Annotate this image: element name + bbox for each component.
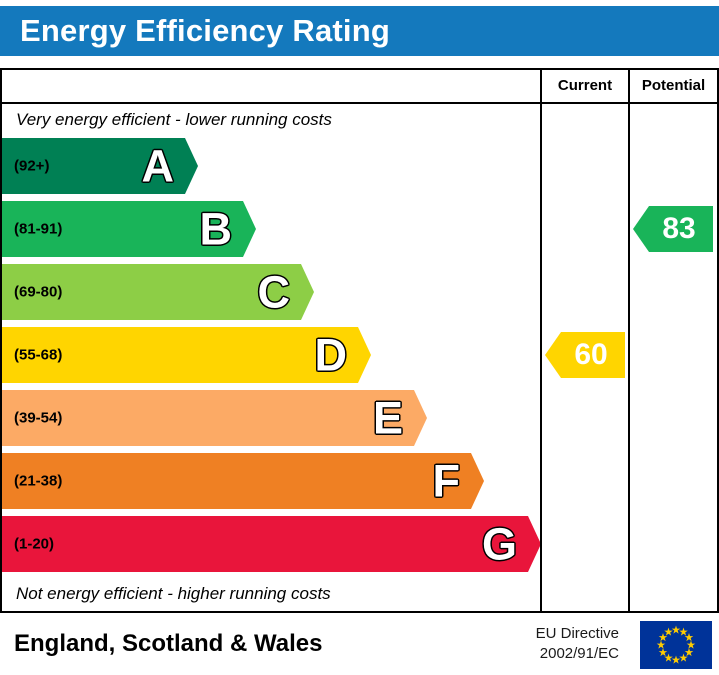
band-letter: E — [372, 392, 403, 444]
band-range-label: (39-54) — [14, 409, 63, 427]
band-row-e: (39-54) E — [2, 390, 541, 453]
band-letter: F — [432, 455, 460, 507]
band-bar-a: (92+) A — [2, 138, 198, 194]
band-row-c: (69-80) C — [2, 264, 541, 327]
column-divider — [628, 70, 630, 611]
potential-rating-arrow: 83 — [633, 206, 713, 252]
band-row-b: (81-91) B — [2, 201, 541, 264]
title-banner: Energy Efficiency Rating — [0, 6, 719, 56]
chart-header-row: Current Potential — [2, 70, 717, 104]
eu-directive-line1: EU Directive — [535, 624, 619, 642]
band-bar-f: (21-38) F — [2, 453, 484, 509]
region-label: England, Scotland & Wales — [14, 630, 323, 657]
band-row-a: (92+) A — [2, 138, 541, 201]
band-range-label: (55-68) — [14, 346, 63, 364]
footer: England, Scotland & Wales EU Directive 2… — [0, 613, 719, 675]
current-rating-value: 60 — [574, 338, 608, 371]
potential-rating-value: 83 — [662, 212, 696, 245]
band-letter: D — [314, 329, 347, 381]
band-letter: C — [257, 266, 290, 318]
band-bar-b: (81-91) B — [2, 201, 256, 257]
band-row-d: (55-68) D — [2, 327, 541, 390]
band-bar-e: (39-54) E — [2, 390, 427, 446]
energy-rating-chart: Current Potential Very energy efficient … — [0, 68, 719, 613]
band-range-label: (81-91) — [14, 220, 63, 238]
band-bar-c: (69-80) C — [2, 264, 314, 320]
band-range-label: (21-38) — [14, 472, 63, 490]
potential-column-header: Potential — [641, 77, 706, 94]
page-title: Energy Efficiency Rating — [20, 13, 391, 48]
band-bar-d: (55-68) D — [2, 327, 371, 383]
eu-flag-icon — [640, 621, 712, 669]
eu-directive-line2: 2002/91/EC — [539, 645, 619, 662]
band-row-g: (1-20) G — [2, 516, 541, 579]
band-row-f: (21-38) F — [2, 453, 541, 516]
top-note: Very energy efficient - lower running co… — [16, 110, 332, 129]
band-bar-g: (1-20) G — [2, 516, 541, 572]
band-letter: A — [141, 140, 174, 192]
column-divider — [540, 70, 542, 611]
band-letter: B — [199, 203, 232, 255]
band-letter: G — [481, 518, 517, 570]
band-range-label: (69-80) — [14, 283, 63, 301]
current-column-header: Current — [557, 77, 613, 94]
current-rating-arrow: 60 — [545, 332, 625, 378]
band-range-label: (1-20) — [14, 535, 55, 553]
band-range-label: (92+) — [14, 157, 50, 175]
bottom-note: Not energy efficient - higher running co… — [16, 584, 331, 603]
rating-bands: (92+) A (81-91) B (69-80) C (55-68) D (3 — [2, 138, 541, 579]
eu-directive-label: EU Directive 2002/91/EC — [536, 624, 619, 665]
